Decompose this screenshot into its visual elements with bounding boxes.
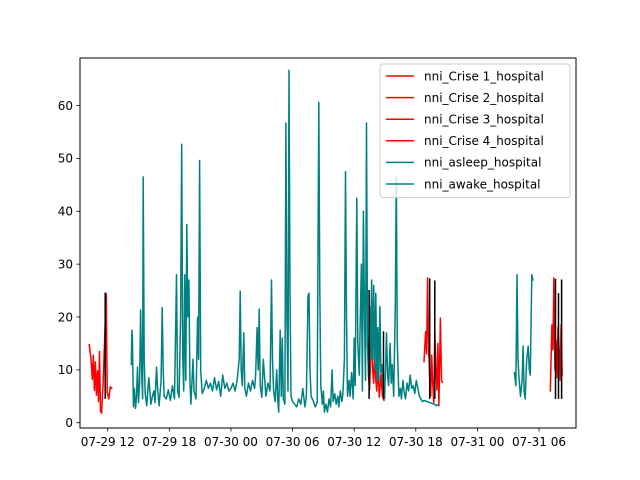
series-line-0-segment-0 — [88, 292, 113, 414]
legend-label-4: nni_asleep_hospital — [424, 156, 541, 170]
y-tick-label-3: 30 — [58, 257, 73, 271]
y-tick-label-1: 10 — [58, 363, 73, 377]
series-layer — [88, 69, 563, 414]
series-line-3-segment-0 — [549, 277, 563, 392]
y-tick-label-5: 50 — [58, 152, 73, 166]
x-tick-label-5: 07-30 18 — [389, 435, 443, 449]
legend: nni_Crise 1_hospital nni_Crise 2_hospital… — [379, 63, 571, 199]
series-line-5-segment-1 — [513, 273, 534, 400]
x-tick-label-0: 07-29 12 — [81, 435, 135, 449]
spike-layer — [104, 278, 563, 399]
legend-label-1: nni_Crise 2_hospital — [424, 91, 544, 105]
x-tick-label-1: 07-29 18 — [142, 435, 196, 449]
x-tick-label-3: 07-30 06 — [266, 435, 320, 449]
y-tick-label-0: 0 — [65, 416, 73, 430]
x-tick-label-7: 07-31 06 — [512, 435, 566, 449]
series-line-5-segment-0 — [226, 69, 440, 413]
legend-label-0: nni_Crise 1_hospital — [424, 69, 544, 83]
y-tick-label-4: 40 — [58, 205, 73, 219]
x-axis: 07-29 12 07-29 18 07-30 00 07-30 06 07-30 12… — [81, 428, 566, 449]
y-tick-label-2: 20 — [58, 310, 73, 324]
y-axis: 0 10 20 30 40 50 60 — [58, 99, 80, 430]
legend-label-5: nni_awake_hospital — [424, 177, 541, 191]
y-tick-label-6: 60 — [58, 99, 73, 113]
x-tick-label-2: 07-30 00 — [204, 435, 258, 449]
plot-frame — [79, 57, 577, 429]
legend-label-2: nni_Crise 3_hospital — [424, 113, 544, 127]
series-line-4-segment-0 — [130, 143, 228, 410]
legend-box — [379, 63, 571, 199]
x-tick-label-6: 07-31 00 — [450, 435, 504, 449]
x-tick-label-4: 07-30 12 — [327, 435, 381, 449]
series-line-2-segment-0 — [423, 277, 444, 407]
legend-label-3: nni_Crise 4_hospital — [424, 134, 544, 148]
